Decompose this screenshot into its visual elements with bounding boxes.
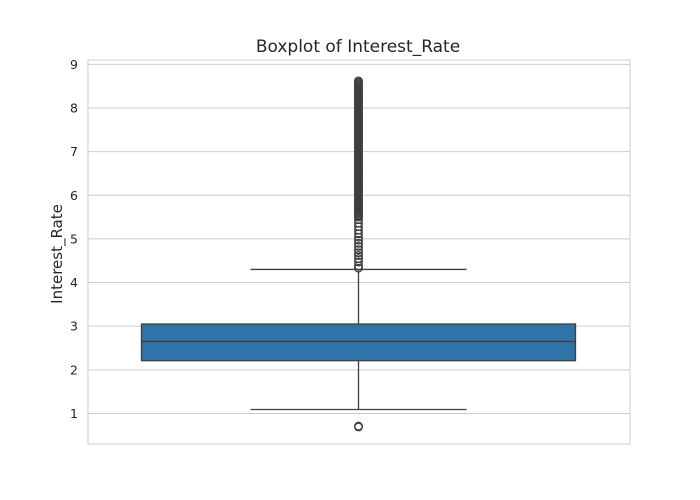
y-axis-label: Interest_Rate xyxy=(48,204,67,304)
y-tick-label-9: 9 xyxy=(70,57,78,72)
chart-title: Boxplot of Interest_Rate xyxy=(256,37,460,57)
outlier-point-high-8 xyxy=(354,238,363,248)
outlier-point-high-6 xyxy=(354,245,363,255)
outlier-point-high-5 xyxy=(354,248,363,258)
outlier-point-dense-104 xyxy=(354,76,363,86)
outlier-point-high-4 xyxy=(354,251,363,260)
y-tick-label-5: 5 xyxy=(70,231,78,246)
y-tick-label-8: 8 xyxy=(70,101,78,116)
outlier-point-high-2 xyxy=(354,257,363,267)
y-tick-label-2: 2 xyxy=(70,362,78,377)
y-tick-label-7: 7 xyxy=(70,144,78,159)
y-tick-label-3: 3 xyxy=(70,319,78,334)
y-tick-label-6: 6 xyxy=(70,188,78,203)
outlier-point-high-7 xyxy=(354,241,363,251)
outlier-point-low-1 xyxy=(354,421,363,431)
y-tick-label-4: 4 xyxy=(70,275,78,290)
outlier-points xyxy=(354,76,363,432)
outlier-point-high-3 xyxy=(354,254,363,263)
iqr-box xyxy=(140,323,577,362)
outlier-point-high-9 xyxy=(354,235,363,245)
y-tick-label-1: 1 xyxy=(70,406,78,421)
box-group xyxy=(140,76,577,432)
y-tick-labels: 1 2 3 4 5 6 7 8 9 xyxy=(70,57,78,421)
